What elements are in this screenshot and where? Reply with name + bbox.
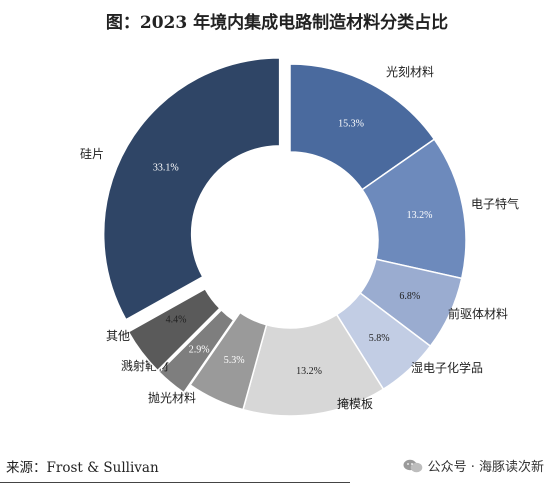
slice-category-label: 抛光材料 xyxy=(148,390,196,405)
slice-category-label: 电子特气 xyxy=(471,196,519,211)
slice-value-label: 5.8% xyxy=(369,333,390,344)
slice-value-label: 13.2% xyxy=(296,366,322,377)
slice-value-label: 13.2% xyxy=(407,210,433,221)
slice-category-label: 前驱体材料 xyxy=(448,306,508,321)
slice-category-label: 光刻材料 xyxy=(386,65,434,79)
slice-value-label: 6.8% xyxy=(399,291,420,302)
slice-光刻材料 xyxy=(289,63,436,191)
watermark-text: 公众号 · 海豚读次新 xyxy=(427,460,544,475)
slice-value-label: 15.3% xyxy=(338,118,364,129)
slice-category-label: 湿电子化学品 xyxy=(411,360,483,375)
donut-chart: 15.3% 光刻材料 13.2% 电子特气 6.8% 前驱体材料 5.8% 湿电子化学品 13.… xyxy=(80,57,519,417)
source-note: 来源：Frost & Sullivan xyxy=(6,460,159,476)
watermark: 公众号 · 海豚读次新 xyxy=(403,456,544,475)
slice-其他 xyxy=(127,287,221,372)
footer-rule xyxy=(0,482,350,483)
chart-title: 图：2023 年境内集成电路制造材料分类占比 xyxy=(105,13,449,33)
slice-value-label: 5.3% xyxy=(224,355,245,366)
slice-溅射靶材 xyxy=(158,308,235,394)
slice-category-label: 其他 xyxy=(106,329,130,343)
slice-value-label: 2.9% xyxy=(189,345,210,356)
slice-category-label: 硅片 xyxy=(80,147,104,161)
wechat-icon xyxy=(403,459,422,472)
slice-value-label: 4.4% xyxy=(166,315,187,326)
slice-category-label: 掩模板 xyxy=(337,397,373,411)
slice-value-label: 33.1% xyxy=(153,163,179,174)
slice-硅片 xyxy=(102,57,281,321)
slice-抛光材料 xyxy=(189,311,268,411)
